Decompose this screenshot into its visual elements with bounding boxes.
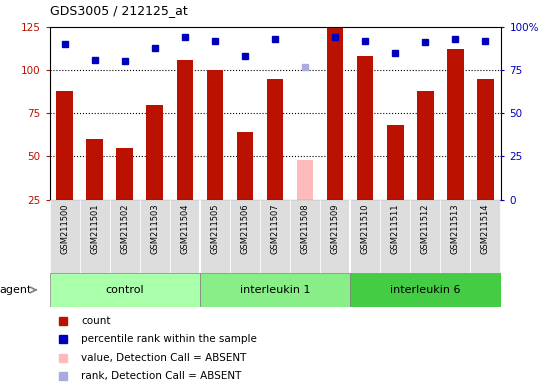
Bar [470,200,500,273]
Text: GSM211513: GSM211513 [451,204,460,254]
Bar [50,273,200,306]
Bar [140,200,170,273]
Bar [350,200,380,273]
Bar [267,79,283,200]
Text: GSM211507: GSM211507 [271,204,279,254]
Bar [50,200,80,273]
Bar [297,160,313,200]
Text: GSM211508: GSM211508 [300,204,310,254]
Bar [260,200,290,273]
Bar [146,105,163,200]
Bar [380,200,410,273]
Bar [320,200,350,273]
Text: GSM211510: GSM211510 [361,204,370,254]
Text: GSM211503: GSM211503 [150,204,159,254]
Bar [207,70,223,200]
Text: GSM211502: GSM211502 [120,204,129,254]
Bar [327,27,343,200]
Text: value, Detection Call = ABSENT: value, Detection Call = ABSENT [81,353,246,363]
Bar [200,273,350,306]
Text: interleukin 1: interleukin 1 [240,285,310,295]
Text: count: count [81,316,111,326]
Text: GSM211504: GSM211504 [180,204,189,254]
Text: GSM211514: GSM211514 [481,204,490,254]
Text: interleukin 6: interleukin 6 [390,285,460,295]
Bar [117,148,133,200]
Bar [357,56,373,200]
Text: percentile rank within the sample: percentile rank within the sample [81,334,257,344]
Bar [56,91,73,200]
Text: GSM211512: GSM211512 [421,204,430,254]
Text: control: control [106,285,144,295]
Text: GSM211511: GSM211511 [390,204,400,254]
Bar [417,91,433,200]
Text: GDS3005 / 212125_at: GDS3005 / 212125_at [50,4,187,17]
Text: agent: agent [0,285,31,295]
Bar [447,50,464,200]
Bar [441,200,470,273]
Bar [477,79,494,200]
Bar [86,139,103,200]
Bar [236,132,253,200]
Text: GSM211506: GSM211506 [240,204,250,254]
Text: GSM211509: GSM211509 [331,204,340,254]
Bar [200,200,230,273]
Text: GSM211500: GSM211500 [60,204,69,254]
Bar [80,200,109,273]
Text: GSM211505: GSM211505 [210,204,219,254]
Bar [170,200,200,273]
Text: rank, Detection Call = ABSENT: rank, Detection Call = ABSENT [81,371,241,381]
Bar [290,200,320,273]
Bar [387,126,404,200]
Bar [177,60,193,200]
Text: GSM211501: GSM211501 [90,204,99,254]
Bar [109,200,140,273]
Bar [230,200,260,273]
Bar [410,200,441,273]
Bar [350,273,500,306]
